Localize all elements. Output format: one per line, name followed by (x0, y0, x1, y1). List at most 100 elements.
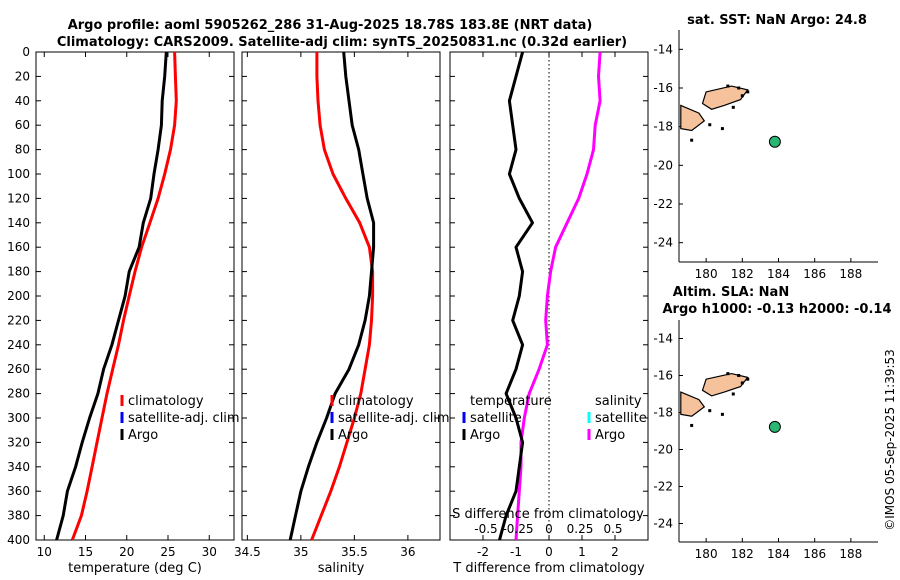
sst-map-title: sat. SST: NaN Argo: 24.8 (687, 13, 867, 28)
x-tick-label: -1 (510, 545, 522, 559)
x-axis-label: T difference from climatology (452, 561, 645, 576)
map-x-tick-label: 188 (839, 267, 862, 281)
map-y-tick-label: -24 (653, 517, 673, 531)
map-x-tick-label: 180 (695, 267, 718, 281)
y-tick-label: 320 (7, 435, 30, 449)
sla-map-panel: -14 -16 -18 -20 -22 -24 180 182 184 186 188 (653, 320, 878, 561)
x-axis-label: temperature (deg C) (68, 561, 202, 576)
x-tick-label: 30 (202, 545, 217, 559)
legend-climatology-label: climatology (128, 394, 204, 409)
top-tick-label: -0.5 (474, 522, 497, 536)
reef-speck (737, 374, 741, 377)
argo-float-marker (768, 135, 781, 148)
land-patch (701, 85, 749, 110)
reef-speck (737, 86, 741, 90)
x-tick-label: 2 (611, 545, 619, 559)
argo-float-marker (768, 420, 781, 433)
legend-satellite-label: satellite-adj. clim (128, 411, 240, 426)
y-tick-label: 300 (7, 411, 30, 425)
x-axis-label: salinity (318, 561, 365, 576)
x-tick-label: 15 (78, 545, 93, 559)
temperature-argo-line (55, 51, 168, 541)
salinity-diff-argo-line (514, 51, 602, 541)
land-patch (680, 104, 706, 132)
y-tick-label: 80 (15, 143, 30, 157)
y-tick-label: 40 (15, 94, 30, 108)
reef-speck (731, 105, 735, 109)
main-title-line1: Argo profile: aoml 5905262_286 31-Aug-20… (68, 18, 593, 33)
y-tick-label: 400 (7, 533, 30, 547)
map-y-tick-label: -20 (653, 158, 673, 172)
y-tick-label: 160 (7, 240, 30, 254)
salinity-climatology-line (310, 52, 375, 541)
x-tick-label: 1 (578, 545, 586, 559)
map-y-tick-label: -16 (653, 81, 673, 95)
map-y-tick-label: -16 (653, 369, 673, 383)
reef-speck (720, 412, 724, 416)
map-y-tick-label: -20 (653, 443, 673, 457)
y-tick-label: 360 (7, 484, 30, 498)
x-tick-label: -2 (477, 545, 489, 559)
temperature-diff-argo-line (498, 51, 534, 541)
top-tick-label: -0.25 (502, 522, 533, 536)
y-tick-label: 60 (15, 118, 30, 132)
y-tick-label: 380 (7, 509, 30, 523)
legend-salinity-argo-label: Argo (595, 428, 625, 443)
legend-temperature-argo-label: Argo (470, 428, 500, 443)
x-tick-label: 36 (400, 545, 415, 559)
legend-argo-label: Argo (128, 428, 158, 443)
x-tick-label: 10 (37, 545, 52, 559)
y-tick-label: 340 (7, 460, 30, 474)
reef-speck (726, 372, 730, 376)
legend-salinity-title: salinity (595, 394, 642, 409)
legend-satellite-label: satellite-adj. clim (338, 411, 450, 426)
map-y-tick-label: -22 (653, 480, 673, 494)
reef-speck (731, 392, 735, 396)
reef-speck (746, 90, 750, 94)
reef-speck (690, 138, 694, 142)
x-tick-label: 35 (293, 545, 308, 559)
y-tick-label: 200 (7, 289, 30, 303)
map-y-tick-label: -18 (653, 406, 673, 420)
y-tick-label: 260 (7, 362, 30, 376)
reef-speck (746, 377, 750, 381)
x-tick-label: 25 (160, 545, 175, 559)
plot-frame (35, 51, 235, 541)
top-tick-label: 0.25 (567, 522, 594, 536)
y-tick-label: 120 (7, 191, 30, 205)
sla-map-title: Altim. SLA: NaN (673, 285, 789, 300)
y-tick-label: 0 (22, 45, 30, 59)
legend-climatology-label: climatology (338, 394, 414, 409)
map-y-tick-label: -14 (653, 42, 673, 56)
map-x-tick-label: 188 (839, 547, 862, 561)
map-x-tick-label: 182 (731, 267, 754, 281)
land-patch (701, 372, 749, 397)
map-x-tick-label: 186 (803, 267, 826, 281)
reef-speck (708, 123, 712, 127)
map-x-tick-label: 182 (731, 547, 754, 561)
top-axis-label: S difference from climatology (452, 507, 644, 522)
map-y-tick-label: -22 (653, 197, 673, 211)
y-tick-label: 280 (7, 387, 30, 401)
legend-temperature-title: temperature (470, 394, 552, 409)
reef-speck (720, 127, 724, 131)
reef-speck (726, 84, 730, 88)
y-tick-label: 100 (7, 167, 30, 181)
y-tick-label: 220 (7, 313, 30, 327)
map-x-tick-label: 184 (767, 547, 790, 561)
y-tick-label: 20 (15, 69, 30, 83)
difference-panel: -2 -1 0 1 2 T difference from climatology temp… (449, 51, 649, 576)
credit-text: ©IMOS 05-Sep-2025 11:39:53 (883, 349, 897, 531)
top-tick-label: 0.5 (603, 522, 622, 536)
reef-speck (708, 409, 712, 413)
salinity-panel: 34.5 35 35.5 36 salinity climatology satellite… (234, 51, 450, 576)
y-tick-label: 240 (7, 338, 30, 352)
reef-speck (740, 94, 744, 98)
land-patch (680, 391, 706, 417)
x-tick-label: 34.5 (234, 545, 261, 559)
top-tick-label: 0 (545, 522, 553, 536)
y-tick-label: 140 (7, 216, 30, 230)
x-tick-label: 0 (545, 545, 553, 559)
